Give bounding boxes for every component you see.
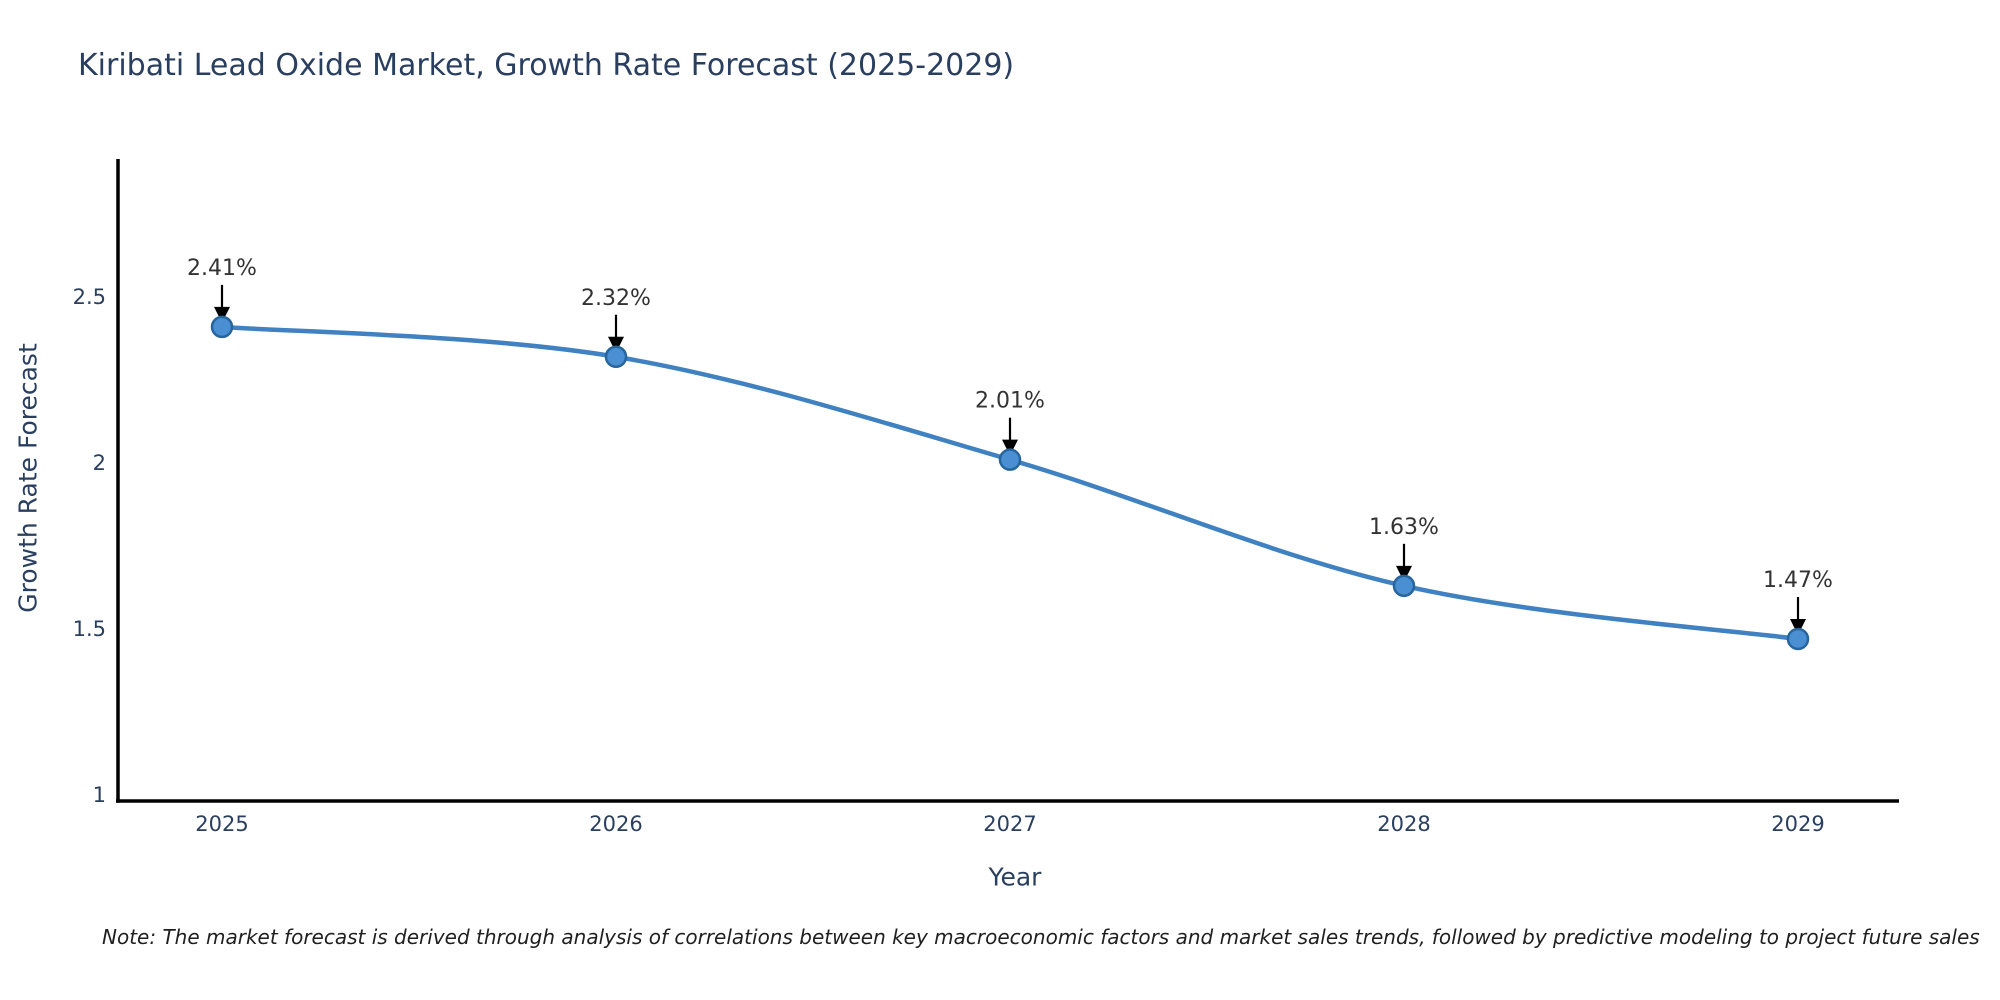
x-tick-label: 2027	[983, 812, 1036, 836]
annotation-arrowhead-icon	[608, 336, 624, 353]
trend-line	[221, 324, 1799, 642]
annotation-label: 1.63%	[1369, 515, 1439, 540]
x-tick-label: 2025	[195, 812, 248, 836]
chart-title: Kiribati Lead Oxide Market, Growth Rate …	[78, 48, 1015, 83]
data-point-marker[interactable]	[1786, 627, 1810, 651]
data-point-marker[interactable]	[210, 315, 234, 339]
annotation-arrowhead-icon	[214, 306, 230, 323]
annotation-arrowhead-icon	[1790, 618, 1806, 635]
y-tick-label: 1	[93, 783, 106, 807]
x-tick-label: 2026	[589, 812, 642, 836]
x-axis-title: Year	[988, 862, 1042, 892]
data-point-marker[interactable]	[1392, 574, 1416, 598]
annotation-label: 2.01%	[975, 389, 1045, 414]
data-point-marker[interactable]	[998, 448, 1022, 471]
y-tick-label: 2.5	[73, 285, 106, 309]
annotation-label: 2.32%	[581, 286, 651, 311]
x-tick-label: 2028	[1377, 812, 1430, 836]
x-tick-label: 2029	[1771, 812, 1824, 836]
data-point-marker[interactable]	[604, 345, 628, 369]
y-tick-label: 2	[93, 451, 106, 475]
annotation-arrowhead-icon	[1396, 565, 1412, 582]
annotation-label: 1.47%	[1763, 568, 1833, 593]
y-tick-label: 1.5	[73, 617, 106, 641]
footnote: Note: The market forecast is derived thr…	[102, 925, 1980, 949]
annotation-label: 2.41%	[187, 256, 257, 281]
annotation-arrowhead-icon	[1002, 439, 1018, 456]
